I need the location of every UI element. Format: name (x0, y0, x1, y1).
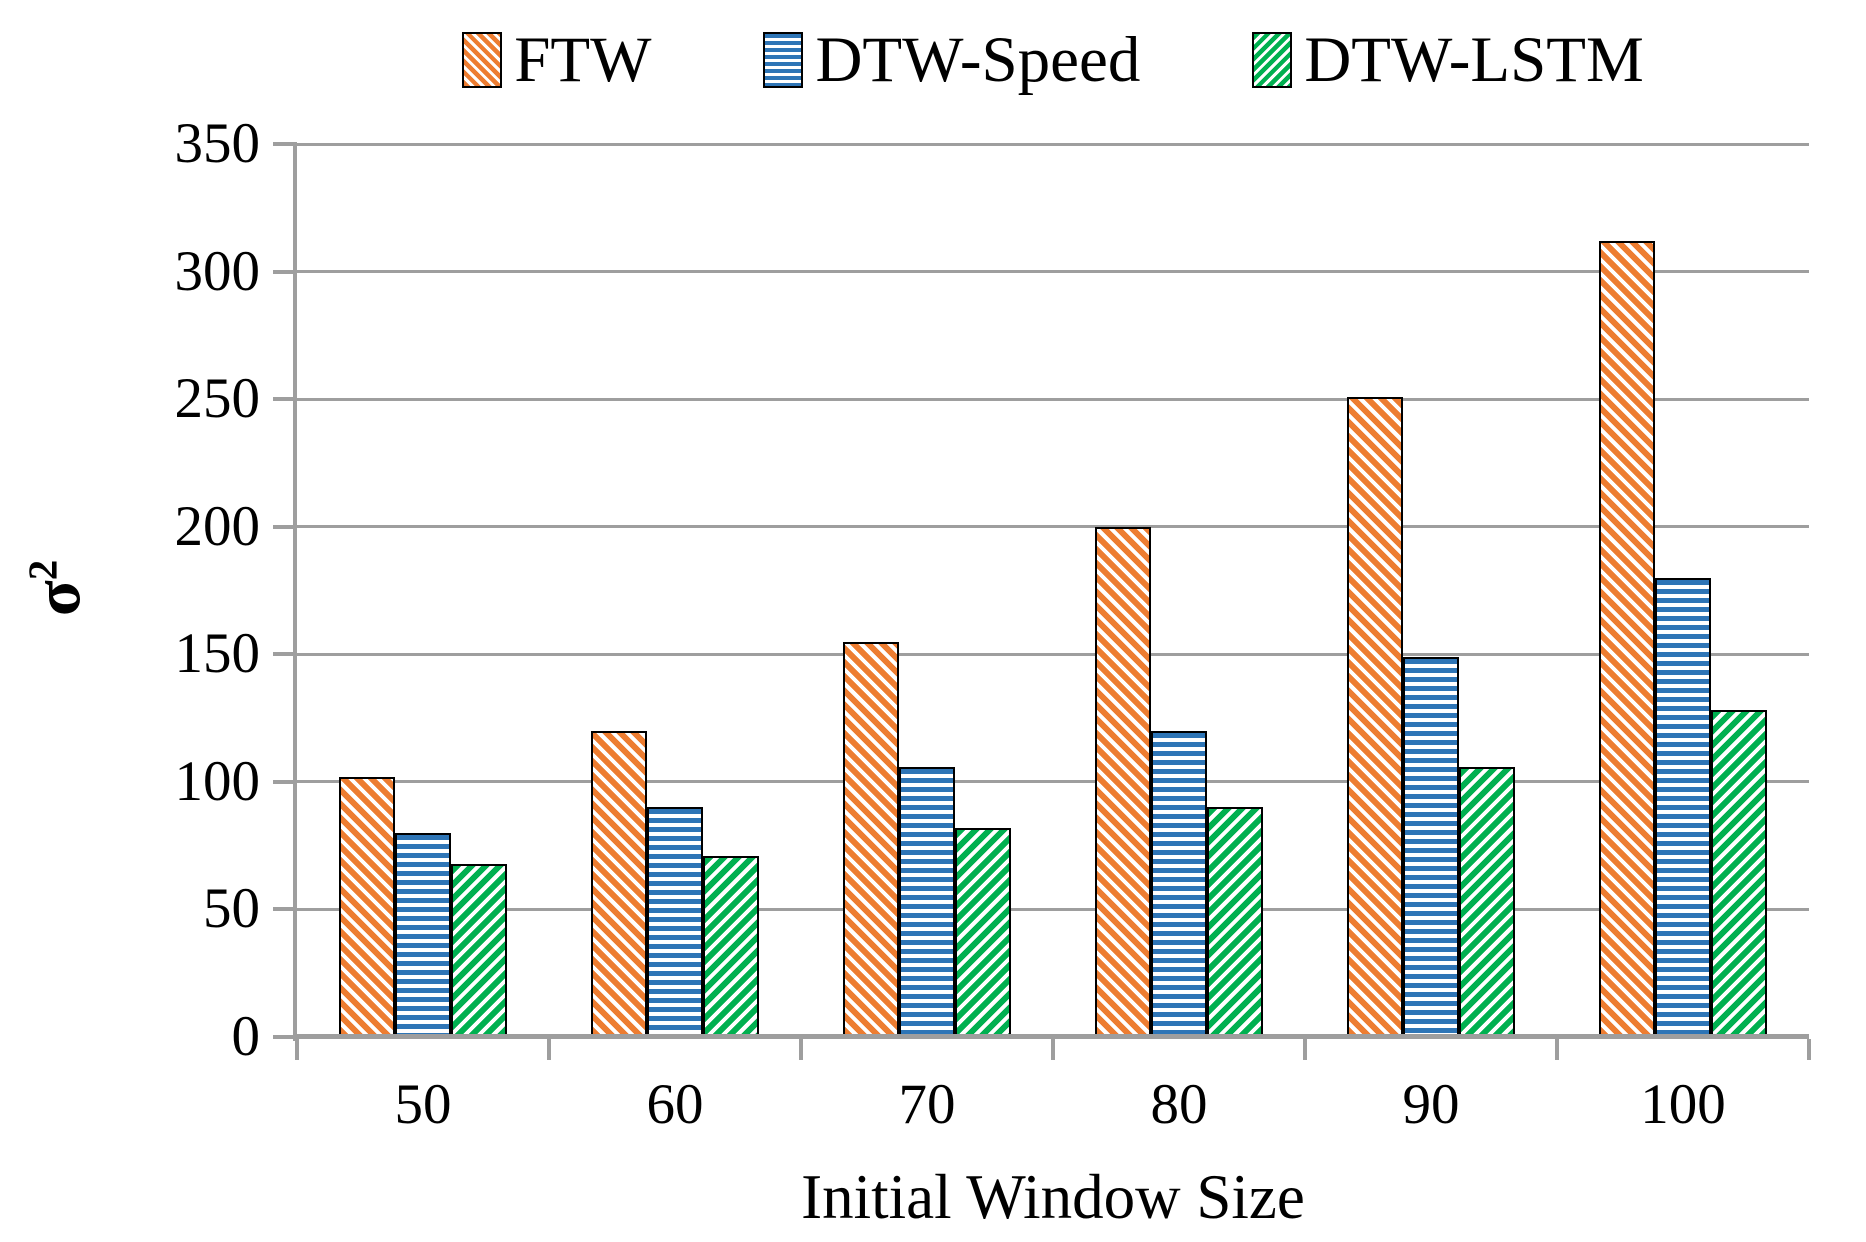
legend-label: FTW (514, 23, 652, 96)
x-tick-label: 50 (394, 1073, 452, 1136)
bar-DTW-LSTM-100 (1711, 710, 1767, 1037)
x-tick-label: 70 (898, 1073, 956, 1136)
legend-label: DTW-LSTM (1304, 23, 1644, 96)
bar-DTW-LSTM-80 (1207, 807, 1263, 1037)
y-tick-label: 200 (174, 494, 261, 558)
bar-FTW-100 (1599, 240, 1655, 1037)
gridline-y-100 (297, 780, 1809, 784)
x-tick-label: 60 (646, 1073, 704, 1136)
x-tick-5 (1555, 1039, 1559, 1060)
bar-DTW-LSTM-70 (955, 827, 1011, 1037)
y-axis-title-base: σ (21, 580, 95, 617)
bar-DTW-LSTM-90 (1459, 766, 1515, 1037)
y-tick-label: 150 (174, 622, 261, 686)
gridline-y-350 (297, 142, 1809, 146)
bar-DTW-Speed-60 (647, 807, 703, 1037)
bar-DTW-LSTM-50 (451, 863, 507, 1037)
bar-FTW-60 (591, 730, 647, 1037)
y-axis-title-exponent: 2 (20, 559, 66, 581)
y-tick-label: 50 (203, 877, 260, 941)
legend-label: DTW-Speed (815, 23, 1141, 96)
y-tick-50 (273, 907, 297, 912)
legend-swatch-DTW-Speed (763, 32, 804, 88)
y-tick-label: 250 (174, 367, 261, 431)
y-axis-line (293, 144, 297, 1041)
bar-DTW-Speed-80 (1151, 730, 1207, 1037)
y-axis-title: σ2 (20, 560, 97, 616)
y-tick-200 (273, 524, 297, 529)
legend-swatch-FTW (462, 32, 503, 88)
bar-DTW-Speed-50 (395, 832, 451, 1037)
x-tick-4 (1303, 1039, 1307, 1060)
y-tick-100 (273, 779, 297, 784)
legend-item-FTW: FTW (462, 23, 652, 96)
x-tick-2 (799, 1039, 803, 1060)
y-tick-label: 350 (174, 112, 261, 175)
legend-item-DTW-Speed: DTW-Speed (763, 23, 1141, 96)
x-axis-line (297, 1034, 1809, 1039)
y-tick-label: 0 (231, 1005, 261, 1068)
x-tick-0 (295, 1039, 299, 1060)
gridline-y-250 (297, 397, 1809, 401)
x-tick-1 (547, 1039, 551, 1060)
bar-DTW-Speed-100 (1655, 577, 1711, 1037)
legend-item-DTW-LSTM: DTW-LSTM (1252, 23, 1644, 96)
x-tick-6 (1807, 1039, 1811, 1060)
legend-swatch-DTW-LSTM (1252, 32, 1293, 88)
bar-DTW-Speed-70 (899, 766, 955, 1037)
bar-DTW-Speed-90 (1403, 656, 1459, 1037)
gridline-y-150 (297, 652, 1809, 656)
bar-FTW-80 (1095, 526, 1151, 1037)
y-tick-label: 300 (174, 239, 261, 303)
x-tick-3 (1051, 1039, 1055, 1060)
y-tick-350 (273, 142, 297, 146)
bar-FTW-50 (339, 776, 395, 1037)
y-tick-300 (273, 269, 297, 274)
y-tick-150 (273, 652, 297, 657)
x-tick-label: 100 (1640, 1073, 1726, 1136)
x-tick-label: 80 (1150, 1073, 1208, 1136)
gridline-y-300 (297, 270, 1809, 274)
y-tick-0 (273, 1035, 297, 1039)
bar-FTW-90 (1347, 396, 1403, 1037)
legend: FTW DTW-Speed DTW-LSTM (297, 20, 1809, 100)
plot-area (297, 142, 1809, 1037)
gridline-y-200 (297, 525, 1809, 529)
y-tick-250 (273, 397, 297, 402)
bar-FTW-70 (843, 641, 899, 1037)
x-axis-title: Initial Window Size (801, 1162, 1305, 1232)
x-tick-label: 90 (1402, 1073, 1460, 1136)
y-tick-label: 100 (174, 749, 261, 813)
gridline-y-50 (297, 907, 1809, 911)
bar-DTW-LSTM-60 (703, 855, 759, 1037)
